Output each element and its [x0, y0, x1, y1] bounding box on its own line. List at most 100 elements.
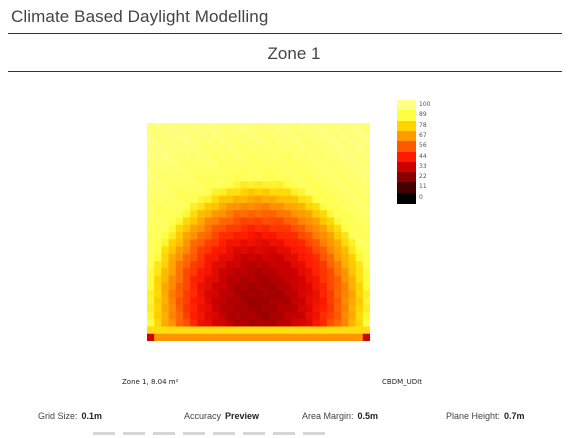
heatmap-cell [197, 188, 205, 197]
heatmap-cell [283, 137, 292, 146]
heatmap-cell [305, 333, 313, 341]
heatmap-cell [233, 152, 241, 160]
heatmap-cell [175, 181, 184, 189]
heatmap-cell [254, 290, 263, 298]
heatmap-cell [204, 304, 213, 313]
heatmap-cell [326, 224, 335, 233]
heatmap-cell [298, 188, 306, 197]
heatmap-cell [197, 319, 205, 327]
heatmap-cell [355, 166, 364, 175]
heatmap-cell [175, 297, 184, 306]
heatmap-cell [254, 202, 263, 211]
heatmap-cell [290, 137, 299, 146]
heatmap-cell [348, 173, 357, 182]
heatmap-cell [211, 144, 220, 153]
heatmap-cell [348, 297, 357, 306]
heatmap-cell [197, 304, 205, 313]
heatmap-cell [161, 130, 169, 138]
heatmap-cell [319, 188, 328, 197]
heatmap-cell [218, 282, 227, 291]
heatmap-cell [254, 311, 263, 320]
heatmap-cell [240, 166, 249, 175]
heatmap-cell [218, 311, 227, 320]
heatmap-cell [326, 246, 335, 255]
heatmap-cell [204, 246, 213, 255]
legend-swatch [397, 182, 416, 194]
heatmap-cell [254, 326, 263, 335]
heatmap-cell [182, 253, 191, 262]
heatmap-cell [298, 224, 306, 233]
heatmap-cell [348, 326, 357, 335]
heatmap-cell [262, 268, 270, 276]
heatmap-cell [197, 290, 205, 298]
heatmap-cell [262, 123, 270, 131]
heatmap-cell [312, 239, 321, 247]
heatmap-cell [254, 297, 263, 306]
heatmap-cell [312, 217, 321, 226]
heatmap-cell [326, 232, 335, 240]
heatmap-cell [298, 159, 306, 167]
legend-label: 22 [419, 173, 427, 181]
heatmap-cell [154, 181, 162, 189]
heatmap-cell [211, 239, 220, 247]
heatmap-cell [233, 326, 241, 335]
heatmap-cell [161, 173, 169, 182]
heatmap-cell [147, 181, 155, 189]
heatmap-cell [362, 261, 370, 269]
heatmap-cell [204, 297, 213, 306]
heatmap-cell [161, 275, 169, 284]
heatmap-cell [283, 166, 292, 175]
heatmap-cell [147, 130, 155, 138]
heatmap-cell [334, 282, 342, 291]
heatmap-cell [334, 202, 342, 211]
heatmap-cell [362, 224, 370, 233]
heatmap-cell [254, 166, 263, 175]
heatmap-cell [175, 188, 184, 197]
heatmap-cell [168, 144, 177, 153]
heatmap-cell [348, 144, 357, 153]
heatmap-cell [147, 188, 155, 197]
heatmap-cell [190, 333, 198, 341]
heatmap-cell [319, 304, 328, 313]
heatmap-cell [362, 217, 370, 226]
heatmap-cell [240, 188, 249, 197]
heatmap-cell [254, 268, 263, 276]
heatmap-cell [197, 239, 205, 247]
report-title: Climate Based Daylight Modelling [11, 7, 269, 26]
heatmap-cell [161, 144, 169, 153]
heatmap-cell [319, 130, 328, 138]
legend-swatch [397, 172, 416, 184]
heatmap-cell [168, 217, 177, 226]
heatmap-cell [298, 311, 306, 320]
heatmap-cell [161, 246, 169, 255]
heatmap-cell [190, 123, 198, 131]
heatmap-cell [226, 123, 234, 131]
heatmap-cell [312, 326, 321, 335]
heatmap-cell [161, 181, 169, 189]
heatmap-cell [197, 297, 205, 306]
heatmap-cell [341, 282, 349, 291]
heatmap-cell [362, 246, 370, 255]
heatmap-cell [247, 210, 256, 218]
heatmap-cell [262, 202, 270, 211]
legend-label: 89 [419, 111, 427, 119]
heatmap-cell [276, 239, 285, 247]
heatmap-cell [226, 195, 234, 204]
heatmap-cell [204, 275, 213, 284]
heatmap-cell [319, 224, 328, 233]
heatmap-cell [276, 297, 285, 306]
heatmap-cell [211, 268, 220, 276]
heatmap-cell [348, 195, 357, 204]
heatmap-cell [262, 319, 270, 327]
heatmap-cell [276, 130, 285, 138]
heatmap-cell [218, 173, 227, 182]
accuracy-param: Accuracy Preview [184, 411, 259, 421]
heatmap-cell [341, 217, 349, 226]
heatmap-cell [226, 188, 234, 197]
heatmap-cell [218, 224, 227, 233]
heatmap-cell [147, 195, 155, 204]
heatmap-cell [175, 290, 184, 298]
heatmap-cell [305, 246, 313, 255]
heatmap-cell [218, 210, 227, 218]
heatmap-cell [319, 137, 328, 146]
